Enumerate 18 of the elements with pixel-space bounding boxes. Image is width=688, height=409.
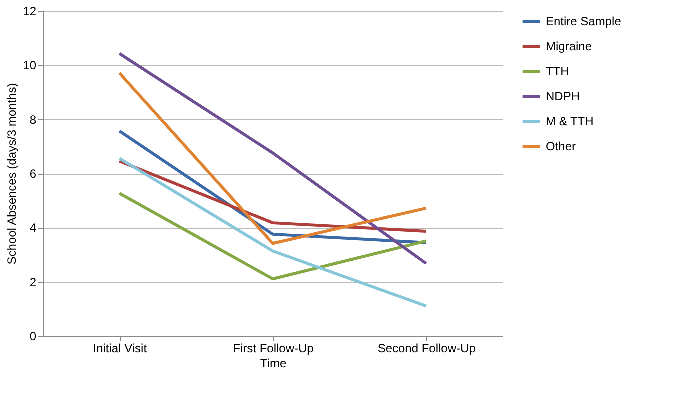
legend-label: NDPH [546,90,580,104]
legend-label: Migraine [546,40,592,54]
y-tick-label: 0 [30,330,37,344]
x-axis-title: Time [260,356,287,370]
y-axis-title: School Absences (days/3 months) [5,83,20,265]
y-tick-label: 12 [23,4,37,18]
x-tick-label: First Follow-Up [233,342,314,356]
legend-label: TTH [546,64,570,78]
y-tick-label: 6 [30,167,37,181]
legend-label: M & TTH [546,114,594,128]
x-tick-label: Initial Visit [93,342,148,356]
legend-label: Entire Sample [546,14,622,28]
y-tick-label: 10 [23,58,37,73]
y-tick-label: 8 [30,112,37,127]
x-tick-label: Second Follow-Up [378,342,476,356]
y-tick-label: 4 [30,221,37,236]
y-tick-label: 2 [30,275,37,290]
legend-label: Other [546,140,576,154]
